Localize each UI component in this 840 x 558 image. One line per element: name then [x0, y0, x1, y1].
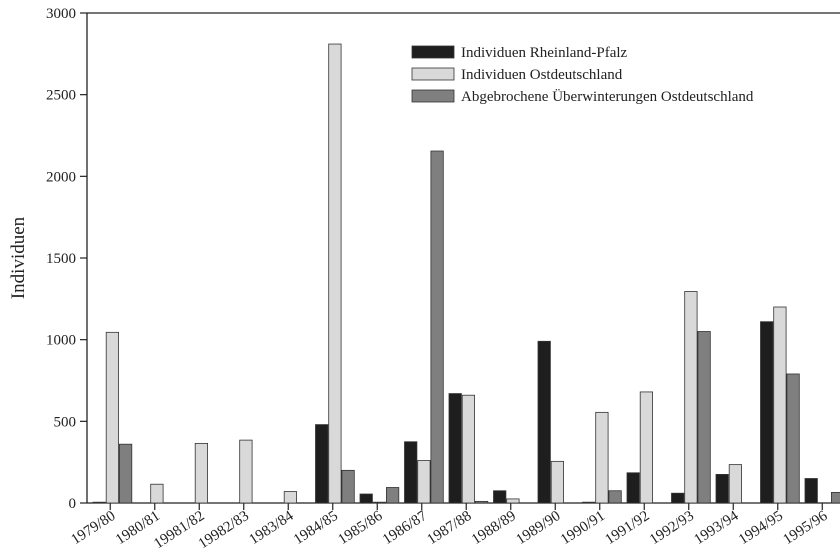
bar-2 [417, 460, 431, 504]
bar-2 [550, 460, 565, 504]
legend-swatch [411, 45, 455, 59]
y-axis-title: Individuen [8, 216, 29, 299]
x-tick-label: 1984/85 [291, 508, 341, 548]
bar-2 [595, 411, 609, 504]
bar-1 [582, 501, 596, 504]
x-axis: 1979/801980/8119981/8219982/831983/84198… [68, 502, 840, 552]
bar-2 [773, 306, 787, 504]
x-tick-label: 1983/84 [246, 508, 296, 548]
bar-1 [493, 490, 507, 504]
x-tick-label: 1991/92 [602, 508, 652, 548]
bar-1 [448, 393, 462, 504]
bar-3 [474, 500, 489, 504]
bar-2 [150, 483, 164, 504]
bar-2 [105, 331, 119, 504]
y-tick-label: 1500 [46, 251, 76, 267]
x-tick-label: 1987/88 [424, 508, 474, 548]
bar-1 [626, 472, 640, 504]
x-tick-label: 1979/80 [68, 508, 118, 548]
x-tick-label: 1990/91 [558, 508, 608, 548]
bar-1 [760, 321, 774, 504]
bar-2 [461, 394, 476, 504]
bar-3 [119, 443, 133, 504]
bar-2 [194, 442, 208, 504]
x-tick-label: 1992/93 [647, 508, 697, 548]
bar-3 [831, 491, 840, 504]
bar-2 [506, 498, 520, 504]
bar-3 [786, 373, 800, 504]
x-tick-label: 1985/86 [335, 508, 385, 548]
bar-2 [328, 43, 342, 504]
y-tick-label: 1000 [46, 333, 76, 349]
bar-3 [341, 469, 355, 504]
bar-2 [728, 464, 743, 504]
legend-label: Individuen Rheinland-Pfalz [461, 45, 628, 61]
bar-2 [639, 391, 654, 504]
y-tick-label: 0 [69, 496, 77, 512]
bar-1 [715, 474, 729, 504]
x-tick-label: 1993/94 [691, 508, 741, 548]
bar-3 [430, 150, 444, 504]
bar-2 [239, 439, 253, 504]
bar-1 [315, 424, 329, 504]
bar-1 [804, 478, 818, 504]
y-axis: 0 500 1000 1500 2000 2500 3000 [46, 6, 840, 512]
bar-1 [359, 493, 373, 504]
bar-2 [283, 491, 298, 504]
legend-swatch [411, 67, 455, 81]
x-tick-label: 1989/90 [513, 508, 563, 548]
x-tick-label: 1988/89 [469, 508, 519, 548]
bar-1 [537, 340, 551, 504]
bar-2 [372, 501, 387, 504]
x-tick-label: 1986/87 [380, 508, 430, 548]
bars [92, 43, 840, 504]
bar-1 [671, 492, 685, 504]
x-tick-label: 1994/95 [736, 508, 786, 548]
legend-label: Abgebrochene Überwinterungen Ostdeutschl… [461, 88, 754, 105]
x-tick-label: 1995/96 [780, 508, 830, 548]
legend-swatch [411, 89, 455, 103]
bar-1 [92, 501, 106, 504]
legend: Individuen Rheinland-Pfalz Individuen Ost… [411, 45, 754, 105]
y-tick-label: 2500 [46, 88, 76, 104]
bar-2 [684, 291, 698, 504]
y-tick-label: 3000 [46, 6, 76, 22]
bar-3 [608, 490, 622, 504]
y-tick-label: 500 [54, 414, 77, 430]
y-tick-label: 2000 [46, 169, 76, 185]
legend-label: Individuen Ostdeutschland [461, 67, 623, 83]
bar-3 [697, 331, 711, 504]
x-tick-label: 19982/83 [196, 508, 252, 552]
bar-3 [385, 487, 400, 504]
bar-1 [404, 441, 418, 504]
